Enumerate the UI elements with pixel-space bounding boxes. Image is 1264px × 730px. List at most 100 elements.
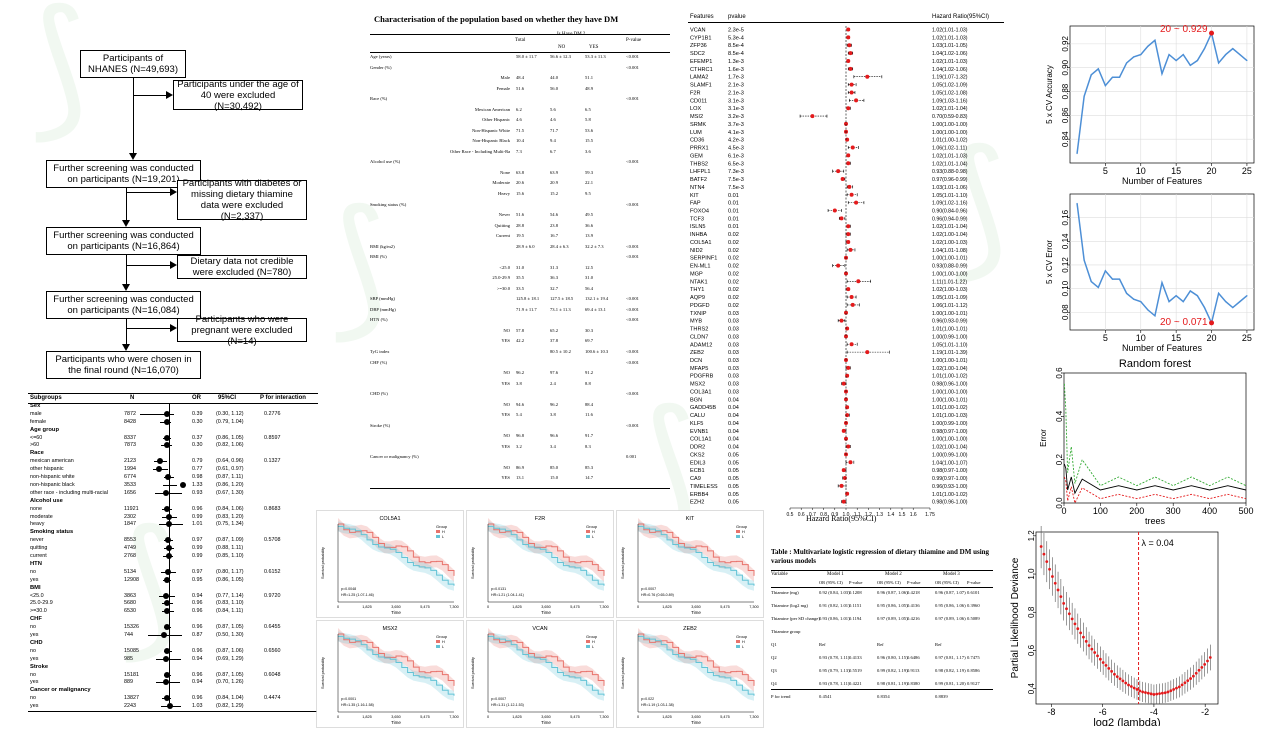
- forest-gene-label: ADAM12: [690, 342, 712, 348]
- subgroup-group-label: Race: [30, 450, 44, 457]
- forest-gene-label: VCAN: [690, 28, 706, 34]
- subgroup-panel: Subgroups N OR 95%CI P for interaction S…: [28, 393, 318, 723]
- y-axis-label: 5 x CV Error: [1045, 240, 1054, 284]
- km-curve-high: [638, 633, 755, 686]
- subgroup-row-or: 0.96: [192, 671, 203, 678]
- char-row-p: <0.001: [626, 254, 639, 260]
- km-curve-low: [638, 525, 755, 586]
- forest-pvalue: 0.03: [728, 382, 739, 388]
- subgroup-row-label: male: [30, 410, 42, 417]
- km-gene-title: F2R: [535, 516, 545, 522]
- km-x-label: Time: [691, 720, 701, 725]
- subgroup-row-or: 0.77: [192, 466, 203, 473]
- km-gene-title: VCAN: [532, 626, 547, 632]
- char-row-total: 7.3: [516, 148, 522, 154]
- forest-hr-point: [854, 200, 859, 205]
- subgroup-row-or: 0.96: [192, 695, 203, 702]
- forest-pvalue: 6.5e-3: [728, 161, 744, 167]
- subgroup-header-row: Subgroups N OR 95%CI P for interaction: [28, 393, 318, 404]
- char-row-total: 71.9 ± 11.7: [516, 306, 537, 312]
- forest-pvalue: 0.03: [728, 350, 739, 356]
- forest-hr-text: 0.90(0.84-0.96): [932, 208, 968, 214]
- forest-pvalue: 0.05: [728, 500, 739, 506]
- forest-hr-text: 1.02(1.01-1.03): [932, 35, 968, 41]
- forest-hr-text: 1.02(1.00-1.04): [932, 232, 968, 238]
- error-best-point: [1209, 320, 1215, 326]
- x-tick-label: 25: [1242, 333, 1252, 343]
- forest-pvalue: 0.04: [728, 429, 739, 435]
- km-legend-label-low: L: [442, 535, 444, 539]
- characteristics-rule-head: [370, 52, 670, 53]
- logit-row-label: Thiamine (per SD change): [771, 616, 820, 621]
- km-curve-low: [488, 635, 605, 696]
- forest-pvalue: 3.2e-3: [728, 114, 744, 120]
- km-frame: [316, 620, 464, 728]
- char-row-yes: 6.5: [585, 106, 591, 112]
- logit-row-label: Q1: [771, 642, 777, 647]
- subgroup-row-label: 25.0-29.9: [30, 600, 53, 607]
- logistic-table-rows: Variable Model 1 Model 2 Model 3 OR (95% CI)…: [771, 572, 993, 699]
- subgroup-row-label: none: [30, 505, 42, 512]
- char-row-label: Female: [496, 85, 510, 91]
- forest-hr-text: 1.04(1.02-1.06): [932, 67, 968, 73]
- logit-cell: 0.93 (0.78, 1.11): [819, 655, 850, 660]
- char-row-label: YES: [501, 338, 510, 344]
- forest-hr-text: 1.19(1.07-1.32): [932, 75, 968, 81]
- subgroup-row-or: 0.30: [192, 418, 203, 425]
- lasso-point: [1132, 686, 1136, 690]
- error-point: [1168, 301, 1170, 303]
- error-point: [1083, 259, 1085, 261]
- subgroup-group-label: CHD: [30, 639, 43, 646]
- forest-gene-label: CD36: [690, 138, 704, 144]
- logit-subheader: OR (95% CI): [819, 580, 843, 585]
- forest-gene-label: KLF5: [690, 421, 703, 427]
- char-row-label: Other Hispanic: [482, 117, 510, 123]
- forest-gene-label: SRMK: [690, 122, 706, 128]
- km-legend-label-low: L: [742, 645, 744, 649]
- subgroup-row-n: 7873: [124, 442, 136, 449]
- subgroup-row-ci: (0.30, 1.12): [216, 410, 244, 417]
- forest-hr-text: 1.05(1.01-1.10): [932, 342, 968, 348]
- error-point: [1133, 298, 1135, 300]
- subgroup-row-p: 0.1327: [264, 458, 281, 465]
- char-row-p: <0.001: [626, 359, 639, 365]
- char-row-label: YES: [501, 380, 510, 386]
- subgroup-row-ci: (0.75, 1.34): [216, 521, 244, 528]
- logit-cell: 0.95 (0.79, 1.13): [819, 668, 850, 673]
- logit-header: Model 3: [943, 572, 960, 577]
- subgroup-row-n: 889: [124, 679, 133, 686]
- subgroup-or-marker: [179, 481, 186, 488]
- forest-pvalue: 5.3e-4: [728, 35, 744, 41]
- char-col-total: Total: [515, 38, 526, 43]
- km-frame: [466, 620, 614, 728]
- subgroup-or-marker: [167, 703, 174, 710]
- y-tick-label: 0.4: [1055, 410, 1064, 422]
- forest-hr-point: [846, 153, 851, 158]
- subgroup-row-or: 0.96: [192, 647, 203, 654]
- km-legend-title: Group: [436, 634, 448, 639]
- forest-pvalue: 8.5e-4: [728, 43, 744, 49]
- km-gene-title: ZEB2: [683, 626, 697, 632]
- subgroup-or-marker: [165, 474, 172, 481]
- subgroup-group-label: CHF: [30, 616, 42, 623]
- forest-hr-point: [846, 35, 851, 40]
- forest-pvalue: 0.02: [728, 295, 739, 301]
- char-row-yes: 13.9: [585, 233, 594, 239]
- forest-hr-text: 1.00(0.99-1.00): [932, 334, 968, 340]
- lasso-point: [1079, 631, 1083, 635]
- forest-hr-point: [844, 334, 848, 339]
- forest-hr-text: 1.01(1.00-1.02): [932, 374, 968, 380]
- subgroup-row-p: 0.9720: [264, 592, 281, 599]
- subgroup-row-n: 3863: [124, 592, 136, 599]
- km-hr: HR=1.31 (1.12-1.53): [491, 703, 524, 707]
- km-x-label: Time: [541, 720, 551, 725]
- accuracy-point: [1239, 53, 1241, 56]
- km-x-tick-label: 7,300: [749, 605, 759, 609]
- y-tick-label: 0.12: [1061, 257, 1070, 273]
- subgroup-row-p: 0.6048: [264, 671, 281, 678]
- error-point: [1161, 282, 1163, 284]
- subgroup-row-label: heavy: [30, 521, 45, 528]
- subgroup-row-label: quitting: [30, 545, 48, 552]
- subgroup-row-or: 0.94: [192, 679, 203, 686]
- accuracy-point: [1076, 152, 1078, 155]
